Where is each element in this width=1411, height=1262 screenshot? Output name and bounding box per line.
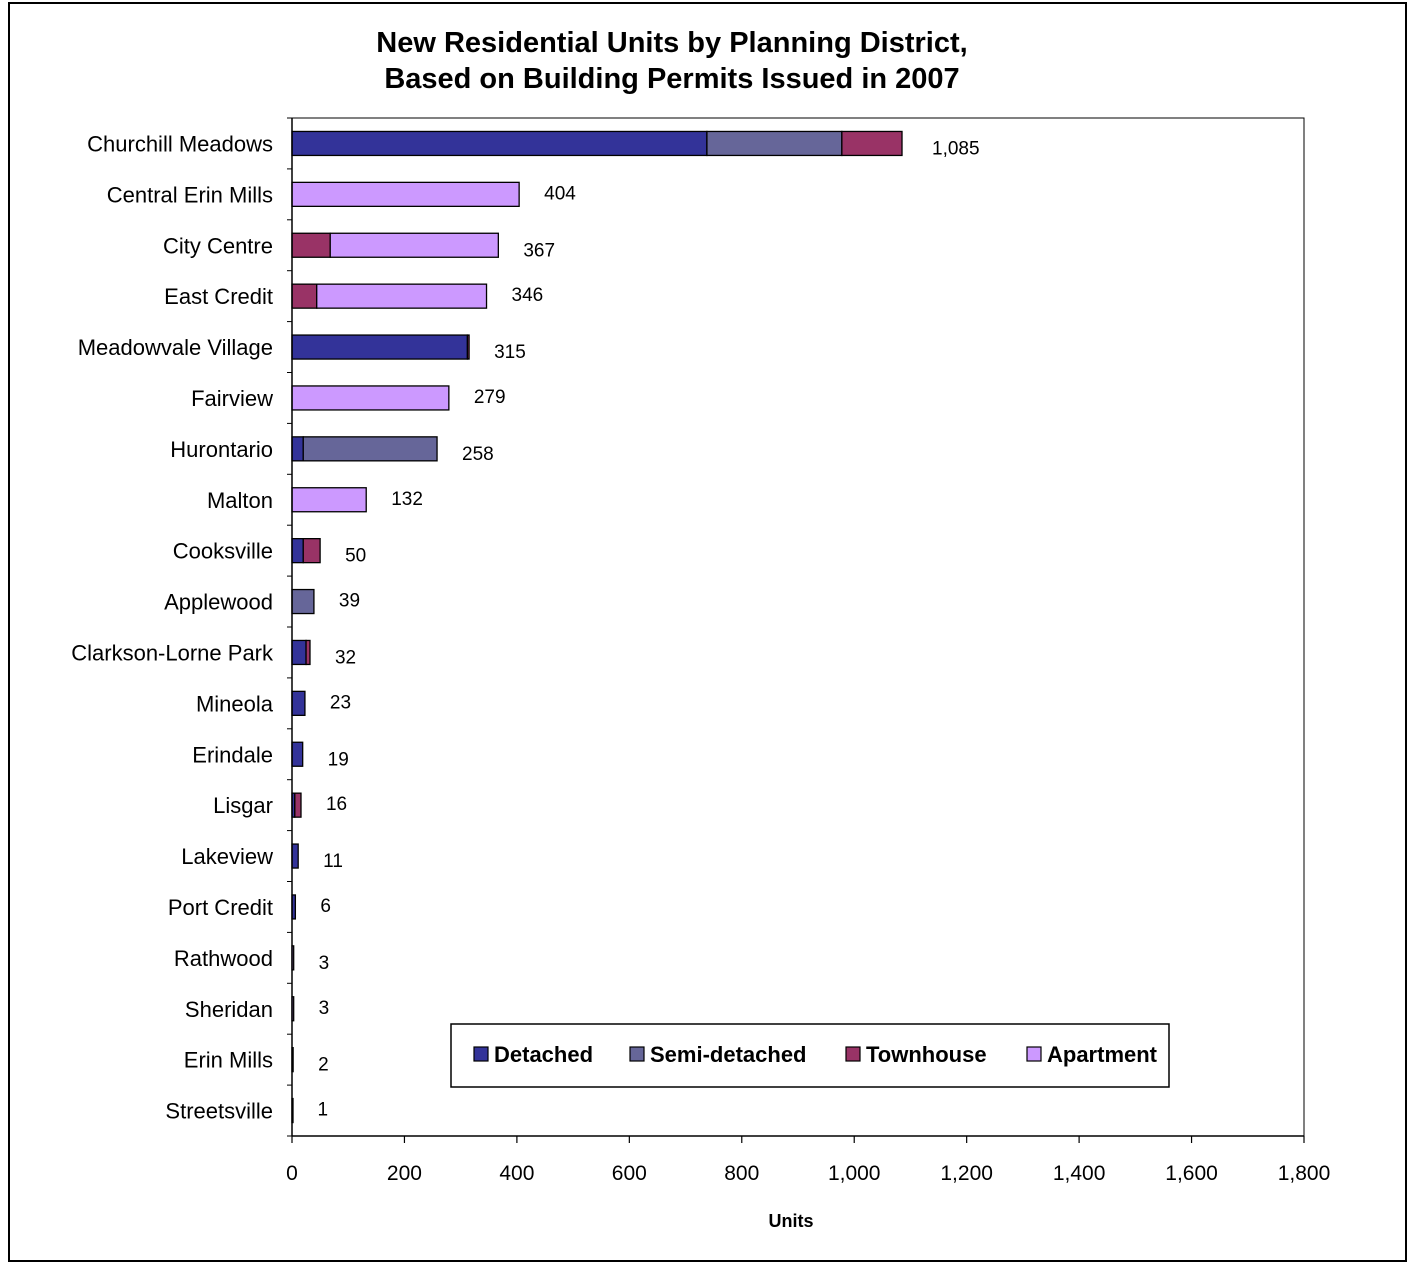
x-tick-label: 1,800 — [1278, 1162, 1331, 1185]
bar-segment-townhouse — [466, 334, 470, 360]
x-tick-label: 1,400 — [1053, 1162, 1106, 1185]
legend: Detached Semi-detached Townhouse Apartment — [450, 1023, 1170, 1088]
legend-label: Apartment — [1047, 1042, 1158, 1067]
category-label: Meadowvale Village — [78, 335, 273, 360]
bar-segment-apartment — [291, 385, 450, 411]
x-tick-label: 800 — [724, 1162, 759, 1185]
bar-segment-townhouse — [291, 232, 331, 258]
legend-label: Townhouse — [866, 1042, 987, 1067]
category-label: Port Credit — [168, 895, 273, 920]
category-label: Lisgar — [213, 793, 273, 818]
category-label: Erindale — [192, 742, 273, 767]
data-label: 39 — [339, 591, 360, 612]
data-label: 315 — [494, 342, 526, 363]
bar-segment-detached — [291, 690, 306, 716]
x-tick-label: 1,600 — [1165, 1162, 1218, 1185]
data-label: 50 — [345, 546, 366, 567]
bar-segment-townhouse — [305, 639, 311, 666]
category-label: City Centre — [163, 233, 273, 258]
category-label: Erin Mills — [184, 1048, 273, 1073]
legend-label: Detached — [494, 1042, 593, 1067]
data-label: 346 — [512, 285, 544, 306]
bar-segment-apartment — [291, 181, 520, 208]
data-label: 1 — [318, 1100, 329, 1121]
category-label: Churchill Meadows — [87, 131, 273, 156]
x-tick-label: 600 — [612, 1162, 647, 1185]
data-label: 2 — [318, 1055, 329, 1076]
bar-segment-detached — [291, 130, 708, 157]
legend-label: Semi-detached — [650, 1042, 807, 1067]
data-label: 258 — [462, 444, 494, 465]
bar-segment-townhouse — [841, 130, 903, 157]
x-tick-label: 200 — [387, 1162, 422, 1185]
axes-group — [287, 117, 1304, 1137]
bar-segment-detached — [291, 843, 299, 869]
bar-segment-townhouse — [302, 538, 321, 564]
bar-segment-semi-detached — [706, 130, 843, 157]
legend-box — [450, 1023, 1170, 1088]
x-ticks: 0 200 400 600 800 1,000 1,200 1,400 1,600 1,800 — [286, 1136, 1330, 1185]
bar-segment-semi-detached — [302, 436, 438, 462]
bar-segment-apartment — [329, 232, 499, 258]
category-label: Lakeview — [181, 844, 273, 869]
bar-segment-detached — [291, 741, 304, 767]
category-label: Applewood — [164, 590, 273, 615]
category-label: Central Erin Mills — [107, 182, 273, 207]
category-label: Fairview — [191, 386, 273, 411]
data-label: 367 — [523, 240, 555, 261]
bar-segment-semi-detached — [291, 588, 315, 615]
bars-group — [291, 130, 903, 1124]
category-label: Mineola — [196, 691, 274, 716]
bar-segment-detached — [291, 538, 304, 564]
category-label: East Credit — [164, 284, 273, 309]
data-label: 404 — [544, 183, 576, 204]
category-label: Clarkson-Lorne Park — [71, 640, 274, 665]
data-label: 16 — [326, 794, 347, 815]
chart-title: New Residential Units by Planning Distri… — [376, 27, 967, 59]
data-label: 32 — [335, 647, 356, 668]
category-label: Streetsville — [165, 1099, 273, 1124]
x-tick-label: 1,000 — [828, 1162, 881, 1185]
x-tick-label: 400 — [499, 1162, 534, 1185]
data-label: 19 — [328, 749, 349, 770]
category-label: Cooksville — [173, 539, 273, 564]
data-label: 3 — [319, 953, 330, 974]
data-labels: 1,08540436734631527925813250393223191611… — [318, 138, 980, 1120]
legend-swatch — [1026, 1046, 1042, 1062]
data-label: 3 — [319, 998, 330, 1019]
category-label: Sheridan — [185, 997, 273, 1022]
bar-segment-townhouse — [294, 792, 302, 818]
data-label: 6 — [320, 896, 331, 917]
data-label: 11 — [323, 851, 343, 872]
x-tick-label: 0 — [286, 1162, 298, 1185]
bar-segment-apartment — [316, 283, 488, 309]
chart-subtitle: Based on Building Permits Issued in 2007 — [384, 63, 959, 95]
data-label: 279 — [474, 387, 506, 408]
category-label: Rathwood — [174, 946, 273, 971]
legend-swatch — [845, 1046, 861, 1062]
legend-swatch — [629, 1046, 645, 1062]
bar-segment-detached — [291, 639, 307, 666]
bar-segment-detached — [291, 436, 304, 462]
data-label: 1,085 — [932, 138, 980, 159]
category-labels: Churchill Meadows Central Erin Mills City … — [71, 131, 274, 1123]
bar-segment-townhouse — [291, 283, 318, 309]
x-tick-label: 1,200 — [940, 1162, 993, 1185]
plot-area — [291, 117, 1305, 1137]
x-axis-title: Units — [769, 1211, 814, 1231]
bar-segment-detached — [291, 334, 469, 360]
bar-segment-apartment — [291, 487, 367, 513]
category-label: Hurontario — [170, 437, 273, 462]
category-label: Malton — [207, 488, 273, 513]
data-label: 23 — [330, 692, 351, 713]
legend-swatch — [473, 1046, 489, 1062]
data-label: 132 — [391, 489, 423, 510]
